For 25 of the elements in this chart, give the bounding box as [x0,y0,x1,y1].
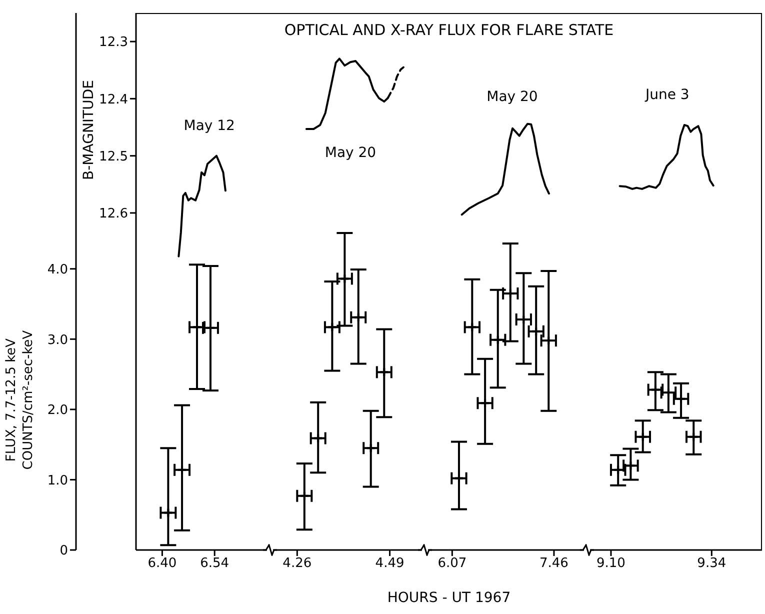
annotation: May 20 [324,144,376,161]
annotation: May 20 [486,88,538,105]
x-tick-label: 7.46 [539,556,568,572]
y2-tick-label: 12.3 [99,35,128,50]
y-tick-label: 2.0 [47,403,68,418]
y-tick-label: 3.0 [47,332,68,348]
y-tick-label: 0 [60,544,68,559]
x-tick-label: 4.26 [282,556,312,572]
text: HOURS - UT 1967 [386,590,512,606]
y-tick-label: 4.0 [47,262,68,278]
x-tick-label: 9.34 [697,556,726,572]
annotation: June 3 [645,86,690,103]
y2-tick-label: 12.5 [99,149,128,164]
x-tick-label: 6.40 [148,556,177,572]
y2-tick-label: 12.4 [99,92,128,108]
x-tick-label: 9.10 [596,556,626,572]
y-tick-label: 1.0 [47,473,68,488]
y-axis-title: FLUX, 7.7-12.5 keV COUNTS/cm²-sec-keV [3,330,37,470]
x-tick-label: 4.49 [375,556,404,572]
text: OPTICAL AND X-RAY FLUX FOR FLARE STATE [283,21,615,39]
x-tick-label: 6.07 [438,556,467,572]
annotation: May 12 [184,118,235,134]
y2-tick-label: 12.6 [99,206,128,222]
y2-axis-title: B-MAGNITUDE [81,80,97,180]
x-tick-label: 6.54 [200,556,230,572]
